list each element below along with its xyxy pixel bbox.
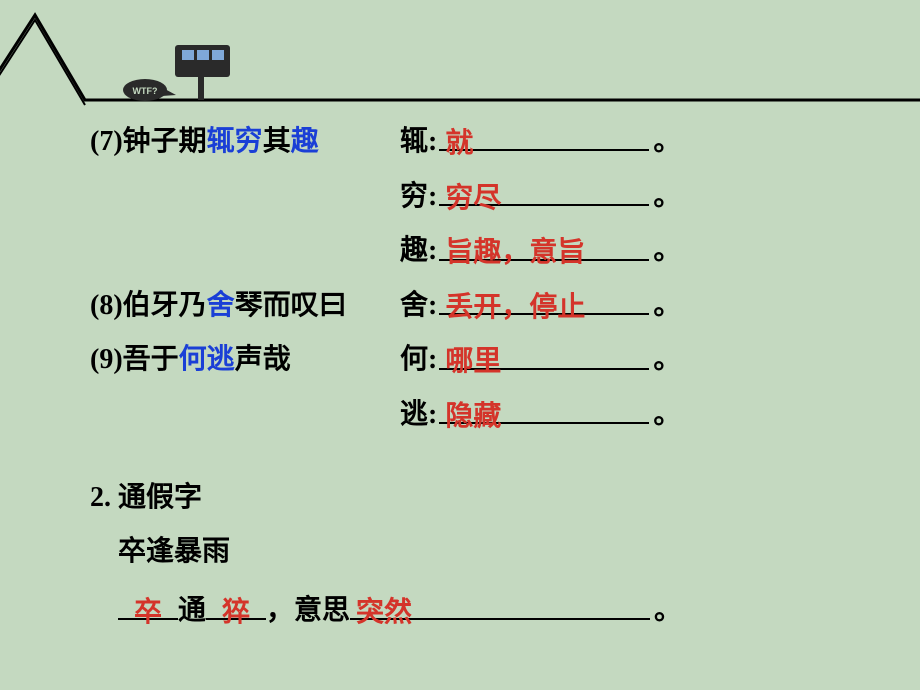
- answer-blank: 哪里: [439, 333, 649, 369]
- item-7-row-2: 穷:穷尽。: [90, 170, 870, 225]
- def-label: 逃:: [400, 388, 437, 443]
- answer-text: 哪里: [445, 346, 501, 377]
- item-7-row-1: (7)钟子期辄穷其趣 辄:就。: [90, 115, 870, 170]
- svg-text:WTF?: WTF?: [133, 86, 158, 96]
- answer-blank: 隐藏: [439, 388, 649, 424]
- answer-text: 旨趣，意旨: [445, 237, 585, 268]
- answer-blank: 就: [439, 115, 649, 151]
- item-7-text: (7)钟子期辄穷其趣: [90, 115, 400, 170]
- answer-blank: 突然: [350, 584, 650, 620]
- period: 。: [653, 224, 681, 279]
- answer-blank: 猝: [206, 584, 266, 620]
- section-2-heading: 2. 通假字: [90, 471, 870, 526]
- item-num: (8): [90, 290, 123, 321]
- header-decoration: WTF?: [0, 0, 920, 110]
- answer-text: 丢开，停止: [445, 292, 585, 323]
- item-num: (9): [90, 344, 123, 375]
- period: 。: [653, 279, 681, 334]
- def-label: 趣:: [400, 224, 437, 279]
- def-9-1: 何:哪里。: [400, 333, 870, 388]
- period: 。: [653, 170, 681, 225]
- section-2-fill: 卒通猝，意思突然。: [90, 584, 870, 639]
- def-7-1: 辄:就。: [400, 115, 870, 170]
- item-8-text: (8)伯牙乃舍琴而叹曰: [90, 279, 400, 334]
- def-7-3: 趣:旨趣，意旨。: [400, 224, 870, 279]
- item-9-text: (9)吾于何逃声哉: [90, 333, 400, 388]
- answer-text: 卒: [134, 597, 162, 628]
- answer-text: 就: [445, 128, 473, 159]
- answer-blank: 丢开，停止: [439, 279, 649, 315]
- item-9-row-1: (9)吾于何逃声哉 何:哪里。: [90, 333, 870, 388]
- def-8-1: 舍:丢开，停止。: [400, 279, 870, 334]
- answer-blank: 旨趣，意旨: [439, 224, 649, 260]
- def-label: 舍:: [400, 279, 437, 334]
- period: 。: [654, 595, 682, 626]
- item-7-row-3: 趣:旨趣，意旨。: [90, 224, 870, 279]
- def-9-2: 逃:隐藏。: [400, 388, 870, 443]
- item-9-row-2: 逃:隐藏。: [90, 388, 870, 443]
- item-8-row-1: (8)伯牙乃舍琴而叹曰 舍:丢开，停止。: [90, 279, 870, 334]
- section-2: 2. 通假字 卒逢暴雨 卒通猝，意思突然。: [90, 471, 870, 639]
- slide-content: (7)钟子期辄穷其趣 辄:就。 穷:穷尽。 趣:旨趣，意旨。 (8)伯牙乃舍琴而…: [90, 115, 870, 638]
- def-label: 穷:: [400, 170, 437, 225]
- period: 。: [653, 388, 681, 443]
- answer-text: 猝: [222, 597, 250, 628]
- section-2-line: 卒逢暴雨: [90, 525, 870, 580]
- answer-blank: 穷尽: [439, 170, 649, 206]
- period: 。: [653, 115, 681, 170]
- item-num: (7): [90, 126, 123, 157]
- def-7-2: 穷:穷尽。: [400, 170, 870, 225]
- def-label: 何:: [400, 333, 437, 388]
- period: 。: [653, 333, 681, 388]
- answer-text: 穷尽: [445, 183, 501, 214]
- answer-blank: 卒: [118, 584, 178, 620]
- answer-text: 突然: [356, 597, 412, 628]
- def-label: 辄:: [400, 115, 437, 170]
- answer-text: 隐藏: [445, 401, 501, 432]
